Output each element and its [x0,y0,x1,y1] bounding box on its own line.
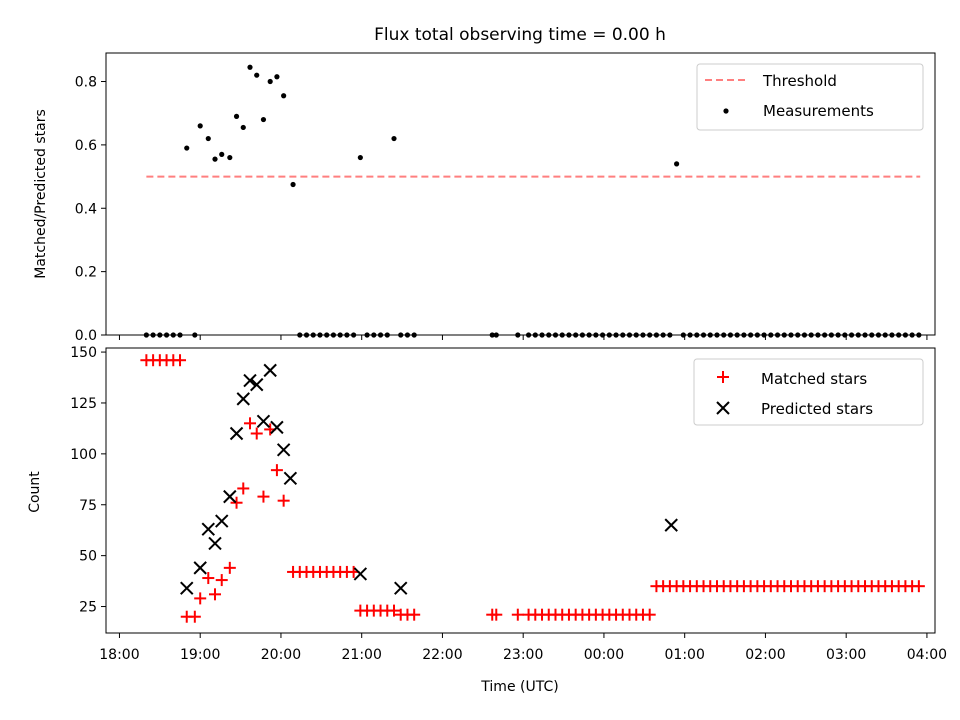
predicted-star-marker [229,426,244,441]
measurement-point [247,64,253,70]
x-tick-label: 02:00 [745,647,785,663]
top-legend-box [696,63,924,131]
x-tick-label: 20:00 [261,647,301,663]
top-plot-frame [105,52,936,336]
predicted-star-marker [270,420,284,435]
measurement-point [212,156,218,162]
legend-predicted-label: Predicted stars [761,400,873,418]
measurement-point [357,154,363,161]
legend-predicted-swatch [716,401,730,415]
predicted-star-marker [664,518,678,532]
top-y-tick-label: 0.8 [75,75,97,91]
bottom-y-tick-label: 100 [70,447,97,463]
x-tick-label: 03:00 [826,647,866,663]
x-tick-label: 01:00 [665,647,705,663]
x-tick-label: 18:00 [99,647,139,663]
matched-star-marker [202,572,215,585]
x-tick-label: 22:00 [422,647,462,663]
matched-star-marker [243,417,256,430]
bottom-y-tick-label: 25 [79,600,97,616]
top-y-tick-label: 0.6 [75,138,97,154]
top-y-tick-label: 0.0 [75,328,97,344]
measurement-point [205,135,211,142]
legend-matched-swatch [717,371,729,383]
measurement-point [184,145,190,151]
predicted-star-marker [263,363,277,378]
legend-matched-label: Matched stars [761,370,867,388]
matched-star-marker [250,427,263,440]
chart-title: Flux total observing time = 0.00 h [374,25,666,45]
matched-star-marker [643,608,656,621]
legend-measurements-swatch [723,108,729,114]
measurement-point [240,124,246,131]
matched-star-marker [257,490,270,503]
x-tick-label: 21:00 [342,647,382,663]
matched-star-marker [912,580,925,593]
bottom-plot-frame [105,347,936,634]
matched-star-marker [408,608,421,621]
bottom-y-tick-label: 150 [70,345,97,361]
measurement-point [391,135,397,142]
measurement-point [267,78,273,85]
bottom-legend-box [693,358,924,426]
matched-star-marker [270,464,283,477]
bottom-y-tick-label: 75 [79,498,97,514]
bottom-y-tick-label: 125 [70,396,97,412]
predicted-star-marker [353,567,368,581]
predicted-star-marker [283,471,298,485]
matched-star-marker [215,574,228,587]
predicted-star-marker [223,489,237,504]
predicted-star-marker [208,536,222,551]
legend-threshold-label: Threshold [762,72,837,90]
measurement-point [260,116,267,123]
bottom-y-tick-label: 50 [79,549,97,565]
bottom-legend: Matched stars Predicted stars [693,358,924,426]
top-y-tick-label: 0.4 [75,201,97,217]
matched-star-marker [511,608,524,621]
predicted-star-marker [215,514,229,528]
measurement-point [254,72,260,78]
predicted-star-marker [276,443,291,457]
measurement-point [219,151,225,157]
matched-star-marker [174,354,187,367]
predicted-star-marker [180,581,194,595]
bottom-panel: 25 50 75 100 125 150 18:00 19:00 20:00 21:00 22:00… [27,345,947,695]
measurement-point [274,74,280,80]
top-y-axis-label: Matched/Predicted stars [33,109,49,279]
predicted-star-marker [256,414,271,428]
predicted-star-marker [193,561,207,575]
matched-star-marker [194,592,207,605]
measurement-point [197,123,203,129]
x-tick-label: 04:00 [907,647,947,663]
matched-star-marker [237,482,250,495]
top-y-tick-label: 0.2 [75,265,97,281]
measurement-point [281,93,287,99]
predicted-star-marker [243,373,257,388]
predicted-star-marker [394,581,408,595]
predicted-star-marker [201,522,215,536]
matched-star-marker [223,561,236,574]
top-panel: 0.00.20.40.60.8 Matched/Predicted stars … [33,52,936,344]
top-legend: Threshold Measurements [696,63,924,131]
x-tick-label: 00:00 [584,647,624,663]
matched-star-marker [277,494,290,507]
matched-star-marker [387,604,400,617]
measurement-point [674,161,680,167]
matched-star-marker [230,496,243,509]
measurement-point [233,113,240,119]
measurement-point [227,154,233,161]
legend-measurements-label: Measurements [763,102,874,120]
measurement-point [290,181,296,188]
predicted-star-marker [250,377,264,392]
matched-star-marker [490,608,503,621]
x-tick-label: 19:00 [180,647,220,663]
x-axis-label: Time (UTC) [480,679,558,695]
x-tick-label: 23:00 [503,647,543,663]
matched-star-marker [188,610,201,623]
matched-star-marker [209,588,222,601]
predicted-star-marker [236,392,250,406]
bottom-y-axis-label: Count [27,471,43,513]
